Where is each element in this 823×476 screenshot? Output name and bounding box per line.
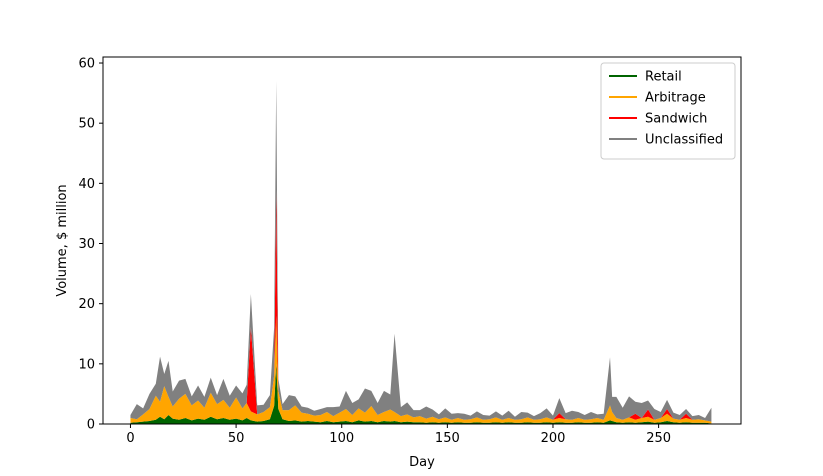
legend-box bbox=[600, 62, 736, 160]
y-tick-label: 30 bbox=[78, 237, 95, 252]
area-series-unclassified bbox=[130, 81, 712, 422]
area-series-arbitrage bbox=[130, 315, 712, 424]
x-tick-label: 0 bbox=[126, 431, 134, 446]
area-series-sandwich bbox=[130, 189, 712, 422]
legend-label-sandwich: Sandwich bbox=[645, 112, 707, 127]
x-tick-label: 200 bbox=[541, 431, 566, 446]
area-layers bbox=[130, 81, 712, 424]
x-tick-label: 100 bbox=[329, 431, 354, 446]
legend: Retail Arbitrage Sandwich Unclassified bbox=[600, 62, 736, 160]
y-tick-label: 10 bbox=[78, 357, 95, 372]
y-tick-label: 50 bbox=[78, 117, 95, 132]
y-tick-label: 0 bbox=[87, 418, 95, 433]
x-tick-label: 150 bbox=[435, 431, 460, 446]
y-axis-label: Volume, $ million bbox=[55, 184, 70, 296]
y-axis: 0 10 20 30 40 50 60 bbox=[78, 57, 103, 433]
x-axis-label: Day bbox=[409, 455, 435, 470]
x-tick-label: 50 bbox=[228, 431, 245, 446]
legend-label-arbitrage: Arbitrage bbox=[645, 91, 706, 106]
y-tick-label: 40 bbox=[78, 177, 95, 192]
x-axis: 0 50 100 150 200 250 bbox=[126, 424, 671, 446]
y-tick-label: 60 bbox=[78, 57, 95, 72]
legend-label-retail: Retail bbox=[645, 70, 682, 85]
y-tick-label: 20 bbox=[78, 297, 95, 312]
x-tick-label: 250 bbox=[646, 431, 671, 446]
area-series-retail bbox=[130, 363, 712, 424]
legend-label-unclassified: Unclassified bbox=[645, 133, 723, 148]
plot-frame bbox=[102, 56, 742, 425]
